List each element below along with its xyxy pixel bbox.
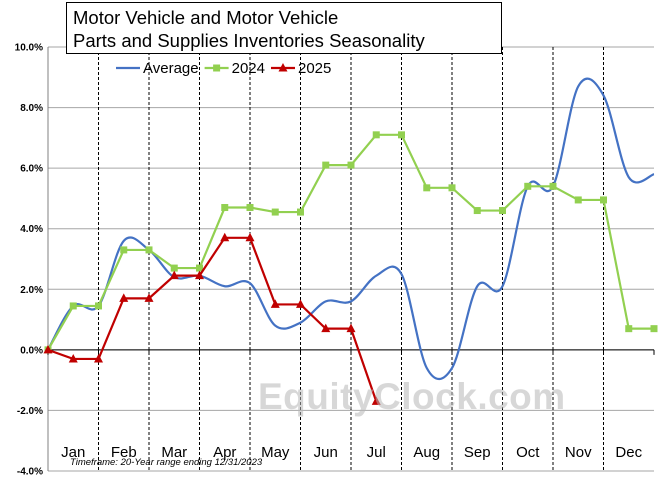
- y-tick-label: -2.0%: [17, 406, 43, 417]
- series-point-2024: [271, 208, 279, 216]
- y-tick-label: 6.0%: [20, 164, 43, 175]
- x-tick-label-jul: Jul: [367, 444, 386, 461]
- series-point-2025: [119, 293, 129, 302]
- series-line-2025: [47, 236, 378, 402]
- series-point-2024: [347, 161, 355, 169]
- series-point-2024: [600, 196, 607, 204]
- series-point-2024: [423, 184, 431, 192]
- series-point-2024: [398, 131, 405, 139]
- legend-label-2025: 2025: [298, 60, 331, 77]
- x-tick-label-oct: Oct: [516, 444, 540, 461]
- chart-title: Motor Vehicle and Motor Vehicle Parts an…: [66, 2, 502, 54]
- series-point-2024: [221, 204, 229, 212]
- x-tick-label-mar: Mar: [161, 444, 187, 461]
- legend-label-average: Average: [143, 60, 199, 77]
- series-point-2024: [625, 325, 633, 333]
- series-point-2025: [270, 299, 280, 308]
- series-point-2025: [346, 323, 356, 333]
- series-point-2024: [120, 246, 128, 254]
- series-point-2025: [220, 232, 230, 242]
- x-tick-label-feb: Feb: [111, 444, 137, 461]
- x-tick-label-apr: Apr: [213, 444, 236, 461]
- y-tick-label: -4.0%: [17, 467, 43, 478]
- series-point-2024: [170, 264, 178, 272]
- x-tick-label-dec: Dec: [615, 444, 642, 461]
- legend-marker-2024: [213, 64, 221, 72]
- series-point-2024: [145, 246, 153, 254]
- series-point-2024: [524, 182, 532, 190]
- series-point-2024: [549, 182, 557, 190]
- x-tick-label-sep: Sep: [464, 444, 491, 461]
- series-point-2024: [196, 264, 203, 272]
- y-tick-label: 0.0%: [20, 345, 43, 356]
- series-point-2024: [473, 207, 481, 215]
- x-tick-label-nov: Nov: [565, 444, 592, 461]
- series-point-2024: [650, 325, 658, 333]
- series-point-2025: [245, 232, 255, 242]
- watermark: EquityClock.com: [258, 376, 566, 417]
- timeframe-note: Timeframe: 20-Year range ending 12/31/20…: [70, 457, 263, 468]
- y-tick-label: 10.0%: [15, 43, 43, 54]
- series-point-2024: [372, 131, 380, 139]
- series-point-2024: [448, 184, 456, 192]
- series-point-2025: [371, 396, 381, 405]
- series-point-2024: [322, 161, 330, 169]
- series-point-2024: [95, 302, 102, 310]
- series-point-2024: [499, 207, 506, 215]
- legend-marker-2025: [278, 63, 288, 72]
- y-tick-label: 4.0%: [20, 224, 43, 235]
- series-point-2025: [144, 293, 154, 302]
- x-tick-label-may: May: [261, 444, 290, 461]
- series-point-2025: [94, 353, 103, 363]
- series-point-2025: [169, 270, 179, 280]
- legend-label-2024: 2024: [232, 60, 265, 77]
- y-tick-label: 8.0%: [20, 103, 43, 114]
- series-point-2025: [68, 353, 78, 363]
- series-point-2024: [69, 302, 77, 310]
- series-point-2025: [43, 344, 53, 354]
- series-point-2024: [246, 204, 254, 212]
- chart-title-line-1: Motor Vehicle and Motor Vehicle: [73, 7, 339, 28]
- series-point-2024: [574, 196, 582, 204]
- x-tick-label-jun: Jun: [314, 444, 338, 461]
- chart-title-line-2: Parts and Supplies Inventories Seasonali…: [73, 30, 425, 51]
- series-point-2025: [296, 299, 305, 308]
- series-point-2025: [321, 323, 331, 333]
- x-tick-label-aug: Aug: [413, 444, 440, 461]
- series-point-2024: [297, 208, 304, 216]
- y-tick-label: 2.0%: [20, 285, 43, 296]
- series-point-2025: [195, 270, 204, 280]
- x-tick-label-jan: Jan: [61, 444, 85, 461]
